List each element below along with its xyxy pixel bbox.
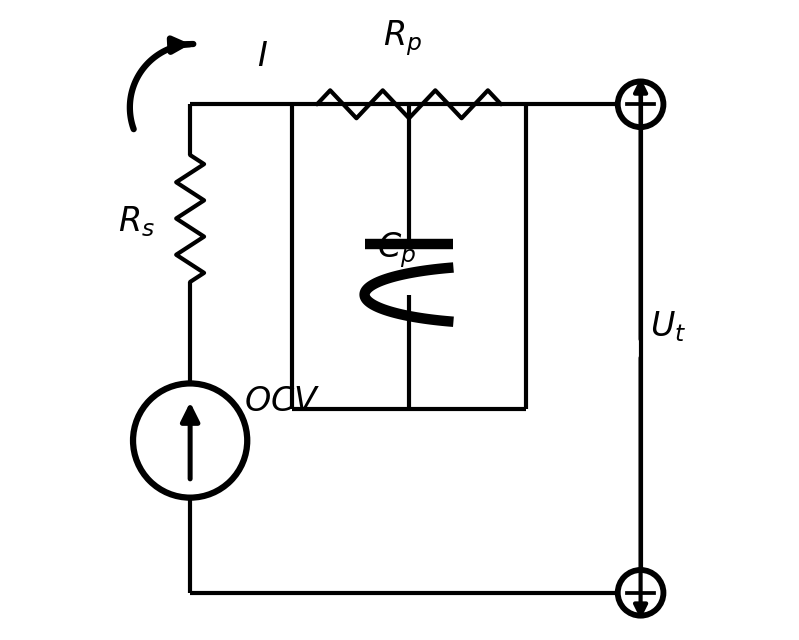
Text: $C_p$: $C_p$ [377, 230, 415, 270]
Text: $R_s$: $R_s$ [117, 204, 155, 239]
Text: $R_p$: $R_p$ [384, 18, 422, 58]
Text: $U_t$: $U_t$ [650, 309, 686, 344]
Text: $I$: $I$ [256, 41, 268, 73]
Text: $OCV$: $OCV$ [244, 387, 320, 419]
